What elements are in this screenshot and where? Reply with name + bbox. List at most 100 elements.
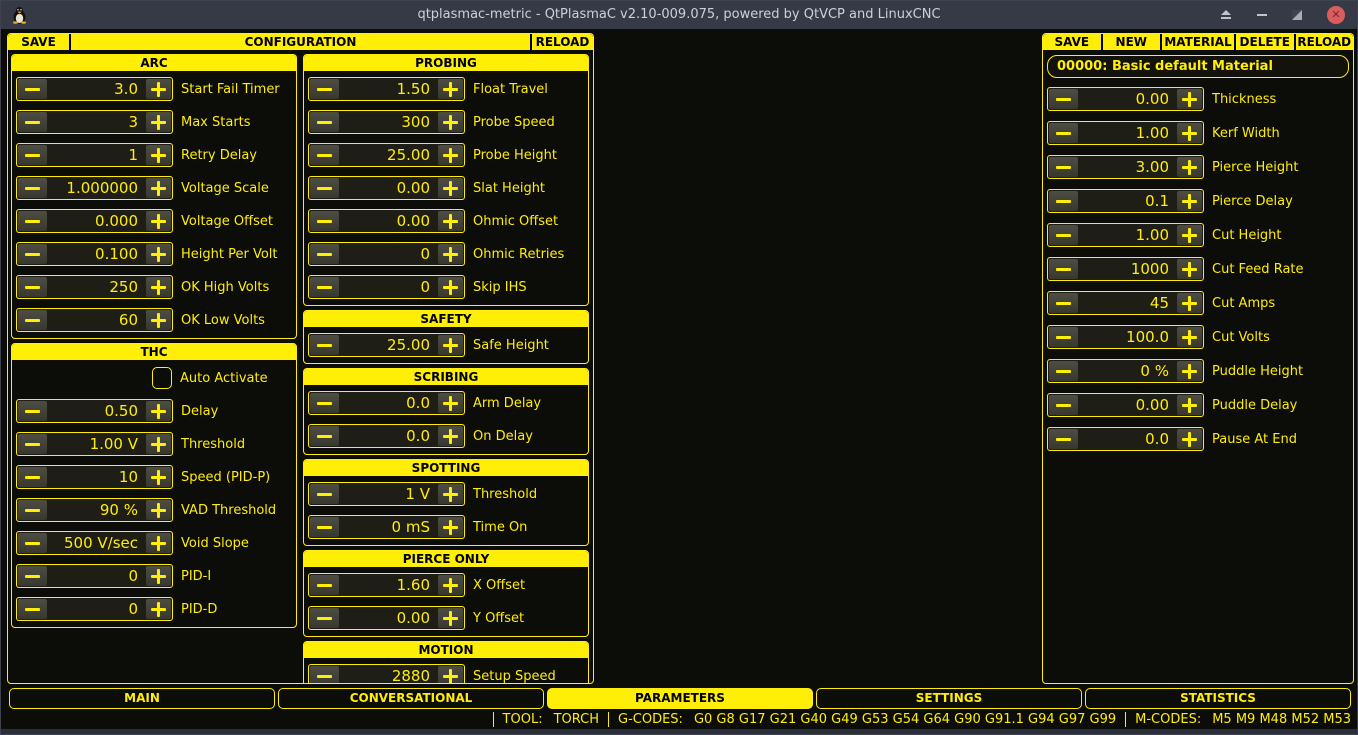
increment-button[interactable] (438, 608, 463, 628)
spinbox-value[interactable]: 1.50 (396, 80, 430, 98)
material-new-button[interactable]: NEW (1102, 34, 1161, 50)
increment-button[interactable] (438, 211, 463, 231)
increment-button[interactable] (146, 145, 171, 165)
spinbox-value[interactable]: 500 V/sec (63, 534, 138, 552)
increment-button[interactable] (1177, 429, 1202, 449)
increment-button[interactable] (146, 277, 171, 297)
decrement-button[interactable] (310, 517, 339, 537)
spinbox-value[interactable]: 0.00 (1135, 396, 1169, 414)
minimize-button[interactable] (1257, 14, 1267, 16)
decrement-button[interactable] (18, 277, 47, 297)
decrement-button[interactable] (18, 244, 47, 264)
decrement-button[interactable] (310, 145, 339, 165)
spinbox-value[interactable]: 0 % (1140, 362, 1169, 380)
increment-button[interactable] (1177, 191, 1202, 211)
increment-button[interactable] (146, 211, 171, 231)
increment-button[interactable] (146, 79, 171, 99)
decrement-button[interactable] (18, 145, 47, 165)
decrement-button[interactable] (1049, 123, 1078, 143)
spinbox-value[interactable]: 0 mS (391, 518, 430, 536)
spinbox-value[interactable]: 0.50 (104, 402, 138, 420)
decrement-button[interactable] (310, 244, 339, 264)
increment-button[interactable] (438, 426, 463, 446)
config-reload-button[interactable]: RELOAD (532, 34, 593, 50)
spinbox-value[interactable]: 90 % (99, 501, 138, 519)
increment-button[interactable] (438, 575, 463, 595)
material-save-button[interactable]: SAVE (1043, 34, 1101, 50)
tab-conversational[interactable]: CONVERSATIONAL (278, 688, 544, 709)
shade-button[interactable] (1220, 10, 1232, 20)
decrement-button[interactable] (310, 277, 339, 297)
decrement-button[interactable] (18, 566, 47, 586)
material-button[interactable]: MATERIAL (1162, 34, 1234, 50)
increment-button[interactable] (146, 500, 171, 520)
spinbox-value[interactable]: 0 (128, 600, 138, 618)
increment-button[interactable] (438, 666, 463, 683)
increment-button[interactable] (1177, 89, 1202, 109)
decrement-button[interactable] (310, 79, 339, 99)
decrement-button[interactable] (18, 533, 47, 553)
decrement-button[interactable] (1049, 89, 1078, 109)
increment-button[interactable] (438, 517, 463, 537)
decrement-button[interactable] (18, 434, 47, 454)
tab-settings[interactable]: SETTINGS (816, 688, 1082, 709)
increment-button[interactable] (146, 244, 171, 264)
decrement-button[interactable] (1049, 293, 1078, 313)
spinbox-value[interactable]: 3 (128, 113, 138, 131)
material-select[interactable]: 00000: Basic default Material (1047, 55, 1349, 78)
increment-button[interactable] (146, 533, 171, 553)
increment-button[interactable] (1177, 123, 1202, 143)
spinbox-value[interactable]: 0 (420, 245, 430, 263)
spinbox-value[interactable]: 0.1 (1145, 192, 1169, 210)
increment-button[interactable] (1177, 225, 1202, 245)
spinbox-value[interactable]: 1.00 V (89, 435, 138, 453)
decrement-button[interactable] (310, 666, 339, 683)
increment-button[interactable] (146, 178, 171, 198)
decrement-button[interactable] (1049, 327, 1078, 347)
increment-button[interactable] (1177, 157, 1202, 177)
spinbox-value[interactable]: 1.00 (1135, 124, 1169, 142)
decrement-button[interactable] (310, 211, 339, 231)
spinbox-value[interactable]: 0 (128, 567, 138, 585)
increment-button[interactable] (1177, 293, 1202, 313)
increment-button[interactable] (146, 401, 171, 421)
maximize-button[interactable] (1292, 10, 1302, 20)
increment-button[interactable] (146, 434, 171, 454)
decrement-button[interactable] (18, 401, 47, 421)
increment-button[interactable] (438, 393, 463, 413)
increment-button[interactable] (146, 467, 171, 487)
spinbox-value[interactable]: 0 (420, 278, 430, 296)
spinbox-value[interactable]: 2880 (391, 667, 430, 684)
auto-activate-checkbox[interactable] (152, 367, 172, 389)
material-reload-button[interactable]: RELOAD (1295, 34, 1353, 50)
material-delete-button[interactable]: DELETE (1235, 34, 1294, 50)
spinbox-value[interactable]: 1000 (1130, 260, 1169, 278)
increment-button[interactable] (146, 599, 171, 619)
decrement-button[interactable] (310, 426, 339, 446)
spinbox-value[interactable]: 1.000000 (66, 179, 138, 197)
increment-button[interactable] (1177, 327, 1202, 347)
decrement-button[interactable] (18, 500, 47, 520)
increment-button[interactable] (1177, 395, 1202, 415)
decrement-button[interactable] (18, 178, 47, 198)
increment-button[interactable] (438, 145, 463, 165)
spinbox-value[interactable]: 3.0 (114, 80, 138, 98)
increment-button[interactable] (438, 178, 463, 198)
decrement-button[interactable] (18, 310, 47, 330)
spinbox-value[interactable]: 1.00 (1135, 226, 1169, 244)
increment-button[interactable] (438, 335, 463, 355)
spinbox-value[interactable]: 0.00 (1135, 90, 1169, 108)
spinbox-value[interactable]: 1.60 (396, 576, 430, 594)
decrement-button[interactable] (18, 467, 47, 487)
increment-button[interactable] (1177, 259, 1202, 279)
decrement-button[interactable] (1049, 191, 1078, 211)
increment-button[interactable] (438, 484, 463, 504)
spinbox-value[interactable]: 0.00 (396, 212, 430, 230)
spinbox-value[interactable]: 0.000 (95, 212, 138, 230)
spinbox-value[interactable]: 0.00 (396, 179, 430, 197)
close-button[interactable]: ✕ (1327, 6, 1345, 24)
spinbox-value[interactable]: 1 V (405, 485, 430, 503)
decrement-button[interactable] (1049, 395, 1078, 415)
spinbox-value[interactable]: 3.00 (1135, 158, 1169, 176)
decrement-button[interactable] (310, 112, 339, 132)
